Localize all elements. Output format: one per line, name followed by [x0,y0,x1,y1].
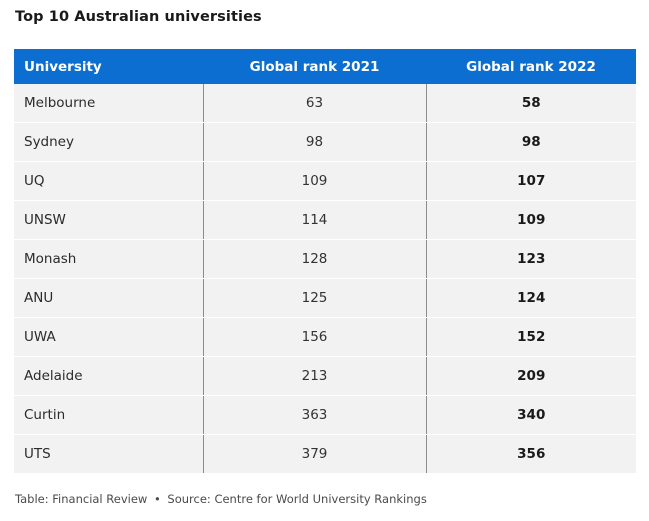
cell-university: Curtin [14,395,203,435]
header-global-rank-2022: Global rank 2022 [426,49,636,84]
cell-university: Melbourne [14,84,203,123]
table-row: Sydney 98 98 [14,122,636,162]
table-row: UQ 109 107 [14,161,636,201]
cell-rank-2021: 363 [202,395,427,435]
table-row: Adelaide 213 209 [14,356,636,396]
header-university: University [14,49,203,84]
cell-rank-2021: 109 [202,161,427,201]
header-global-rank-2021: Global rank 2021 [203,49,426,84]
cell-rank-2021: 379 [202,434,427,474]
table-row: Curtin 363 340 [14,395,636,435]
cell-rank-2022: 356 [426,434,636,474]
cell-rank-2021: 125 [202,278,427,318]
table-body: Melbourne 63 58 Sydney 98 98 UQ 109 107 UNSW 114 10… [14,84,636,474]
cell-rank-2022: 109 [426,200,636,240]
footer-separator: • [153,492,161,506]
table-row: Monash 128 123 [14,239,636,279]
cell-rank-2021: 213 [202,356,427,396]
rankings-table: University Global rank 2021 Global rank … [14,49,636,474]
source-credit: Source: Centre for World University Rank… [167,492,427,506]
cell-rank-2022: 340 [426,395,636,435]
table-row: Melbourne 63 58 [14,84,636,123]
cell-university: UNSW [14,200,203,240]
cell-rank-2022: 107 [426,161,636,201]
cell-university: UTS [14,434,203,474]
cell-rank-2022: 98 [426,122,636,162]
cell-rank-2022: 58 [426,84,636,123]
table-row: ANU 125 124 [14,278,636,318]
cell-rank-2022: 123 [426,239,636,279]
cell-university: ANU [14,278,203,318]
rankings-table-container: University Global rank 2021 Global rank … [14,49,636,474]
cell-rank-2021: 128 [202,239,427,279]
cell-university: Monash [14,239,203,279]
table-header-row: University Global rank 2021 Global rank … [14,49,636,84]
cell-university: Adelaide [14,356,203,396]
table-row: UTS 379 356 [14,434,636,474]
cell-rank-2021: 156 [202,317,427,357]
cell-rank-2021: 98 [202,122,427,162]
cell-rank-2022: 152 [426,317,636,357]
table-credit: Table: Financial Review [15,492,148,506]
footer-credits: Table: Financial Review • Source: Centre… [15,492,427,506]
cell-rank-2022: 209 [426,356,636,396]
cell-university: UQ [14,161,203,201]
cell-university: UWA [14,317,203,357]
cell-rank-2021: 114 [202,200,427,240]
cell-rank-2022: 124 [426,278,636,318]
table-title: Top 10 Australian universities [15,9,262,25]
cell-rank-2021: 63 [202,84,427,123]
table-row: UNSW 114 109 [14,200,636,240]
cell-university: Sydney [14,122,203,162]
table-row: UWA 156 152 [14,317,636,357]
